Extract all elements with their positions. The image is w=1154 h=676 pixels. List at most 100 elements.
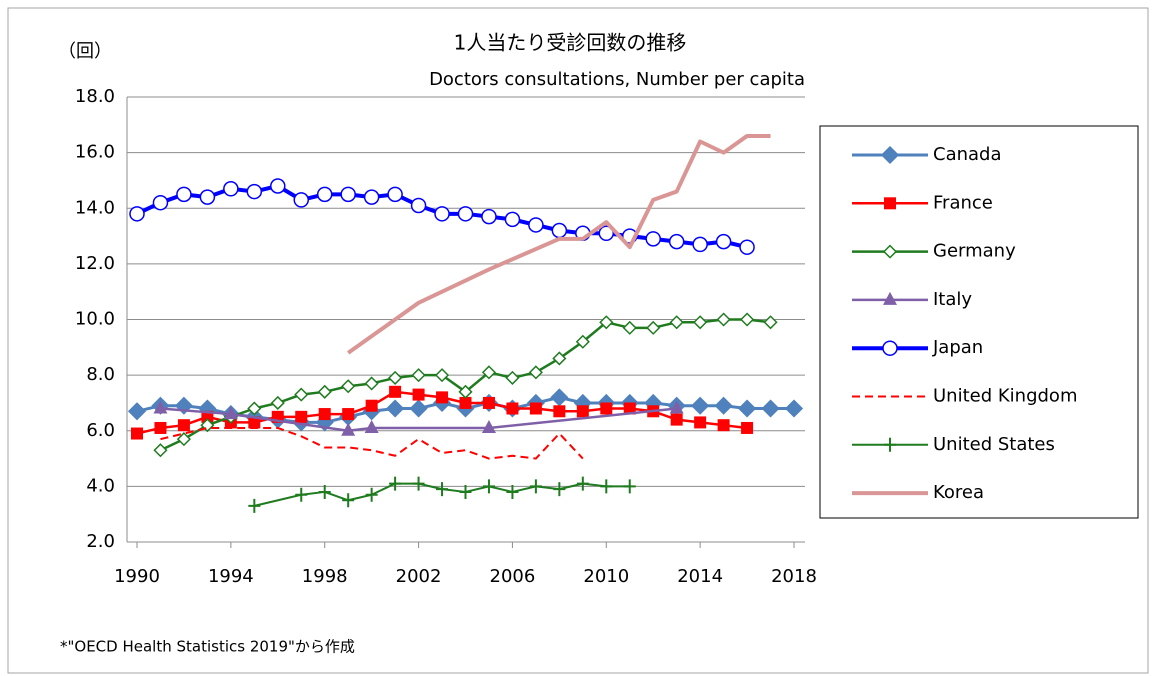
data-point	[436, 391, 449, 404]
data-point	[177, 419, 190, 432]
series-line	[160, 407, 677, 432]
data-point	[176, 186, 192, 203]
data-point	[409, 399, 428, 418]
data-point	[623, 402, 636, 415]
data-point	[622, 320, 637, 335]
data-point	[504, 211, 521, 228]
data-point	[576, 476, 589, 491]
data-point	[668, 233, 685, 250]
legend-marker	[882, 340, 898, 356]
x-tick-label: 1994	[208, 566, 254, 587]
legend-marker	[883, 291, 897, 305]
y-tick-label: 12.0	[75, 253, 115, 274]
data-point	[248, 498, 261, 513]
data-point	[295, 410, 308, 423]
x-tick-label: 2002	[396, 566, 442, 587]
data-point	[738, 399, 757, 418]
data-point	[481, 208, 497, 225]
data-point	[200, 418, 215, 433]
data-point	[784, 399, 804, 418]
series-line	[254, 482, 630, 507]
chart-subtitle: Doctors consultations, Number per capita	[429, 69, 805, 90]
data-point	[436, 482, 449, 497]
x-tick-label: 1990	[114, 566, 160, 587]
y-tick-label: 6.0	[86, 420, 115, 441]
data-point	[714, 396, 733, 415]
data-point	[670, 413, 683, 426]
data-point	[505, 370, 520, 385]
y-tick-label: 18.0	[75, 86, 115, 107]
data-point	[717, 419, 730, 432]
data-point	[669, 315, 684, 330]
data-point	[458, 384, 473, 399]
data-point	[365, 487, 378, 502]
data-point	[318, 408, 331, 421]
data-point	[411, 368, 426, 383]
data-point	[248, 416, 261, 429]
data-point	[410, 197, 427, 214]
legend-label: Italy	[933, 289, 972, 310]
y-tick-label: 16.0	[75, 142, 115, 163]
data-point	[340, 186, 356, 203]
data-point	[389, 476, 402, 491]
data-point	[600, 402, 613, 415]
data-point	[387, 186, 403, 203]
data-point	[575, 334, 590, 349]
y-tick-label: 4.0	[86, 475, 115, 496]
data-point	[342, 408, 355, 421]
data-point	[553, 405, 566, 418]
data-point	[716, 312, 731, 327]
legend-box	[819, 125, 1139, 519]
legend-label: Germany	[933, 241, 1016, 262]
x-tick-label: 1998	[302, 566, 348, 587]
data-point	[691, 396, 710, 415]
data-point	[434, 368, 450, 383]
data-point	[481, 419, 496, 433]
legend-marker	[884, 437, 896, 452]
data-point	[761, 399, 780, 418]
data-point	[645, 231, 661, 247]
data-point	[201, 410, 214, 423]
data-point	[506, 402, 519, 415]
data-point	[386, 399, 405, 418]
series-line	[347, 133, 771, 355]
chart-title: 1人当たり受診回数の推移	[454, 31, 687, 55]
data-point	[715, 233, 732, 250]
data-point	[364, 419, 379, 433]
data-point	[599, 315, 614, 330]
data-point	[600, 479, 613, 494]
data-point	[739, 239, 755, 255]
data-point	[270, 178, 286, 194]
data-point	[223, 406, 238, 420]
data-point	[199, 189, 216, 205]
data-point	[481, 365, 497, 380]
data-point	[528, 217, 544, 233]
data-point	[389, 385, 402, 398]
data-point	[247, 401, 262, 416]
data-point	[552, 351, 567, 366]
data-point	[176, 432, 191, 447]
data-point	[153, 443, 168, 458]
data-point	[152, 194, 169, 211]
data-point	[131, 427, 143, 440]
legend-marker	[880, 145, 900, 165]
data-point	[551, 222, 568, 239]
data-point	[740, 312, 755, 327]
data-point	[692, 236, 708, 253]
y-tick-label: 10.0	[75, 309, 115, 330]
legend-marker	[884, 197, 896, 210]
data-point	[482, 396, 495, 409]
data-point	[528, 365, 543, 380]
legend-label: United States	[933, 434, 1055, 455]
data-point	[316, 186, 333, 203]
x-tick-label: 2018	[771, 566, 817, 587]
data-point	[506, 484, 519, 499]
x-tick-label: 2006	[490, 566, 536, 587]
data-point	[646, 320, 661, 335]
legend-label: United Kingdom	[933, 386, 1077, 407]
data-point	[598, 225, 615, 242]
legend-label: Japan	[932, 337, 983, 358]
y-tick-label: 2.0	[86, 531, 115, 552]
data-point	[434, 206, 450, 222]
